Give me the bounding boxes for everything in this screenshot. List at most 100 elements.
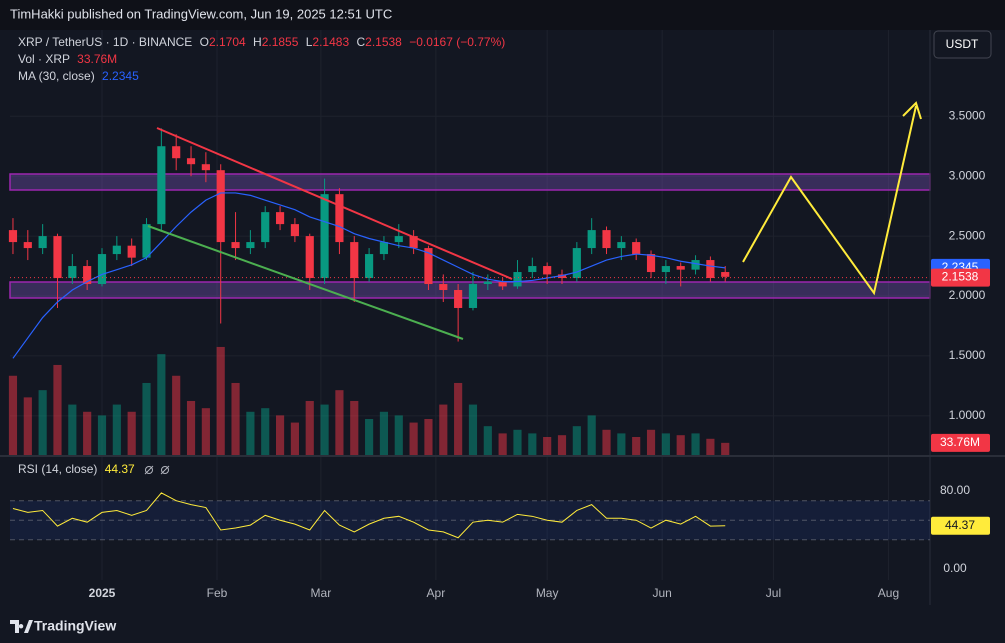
volume-value: 33.76M [77, 52, 117, 66]
button-frame[interactable] [933, 30, 992, 59]
currency-button[interactable]: USDT [933, 30, 992, 59]
volume-bar [632, 436, 641, 455]
axes: 1.0000 1.5000 2.0000 2.5000 3.0000 3.5000 2025… [89, 108, 990, 600]
volume-bar [528, 433, 537, 455]
y-tick-label: 1.5000 [949, 348, 986, 362]
candle-body [157, 146, 166, 225]
volume-bar [439, 404, 448, 455]
candle-body [483, 281, 492, 285]
volume-bar [498, 433, 507, 455]
x-tick-label: Feb [207, 586, 228, 600]
rsi-label: 44.37 [945, 518, 975, 532]
volume-bar [350, 400, 359, 455]
candle-body [706, 260, 715, 279]
volume-bar [483, 426, 492, 455]
resistance-zone [9, 173, 931, 191]
candle-body [602, 230, 611, 249]
volume-title: Vol · XRP [18, 52, 70, 66]
candle-body [513, 272, 522, 287]
ma-value: 2.2345 [102, 69, 139, 83]
volume-bar [721, 442, 730, 455]
volume-bar [231, 382, 240, 455]
close-label: C [356, 35, 365, 49]
price-layer [8, 128, 930, 359]
volume-bar [68, 404, 77, 455]
footer: TradingView [0, 608, 1005, 643]
volume-bar [365, 418, 374, 455]
high-value: 2.1855 [262, 35, 299, 49]
volume-bar [543, 436, 552, 455]
volume-bar [513, 429, 522, 455]
volume-bar [127, 411, 136, 455]
candle-body [572, 248, 581, 279]
candle-body [528, 266, 537, 273]
button-label[interactable]: USDT [946, 37, 979, 51]
candle-body [632, 242, 641, 255]
volume-bar [97, 415, 107, 455]
volume-bar [53, 364, 62, 455]
brand: TradingView [34, 618, 116, 634]
icon [145, 466, 153, 474]
volume-bar [557, 435, 567, 455]
volume-bar [216, 346, 225, 455]
volume-bar [172, 375, 181, 455]
rsi-title: RSI (14, close) [18, 462, 97, 476]
rsi-tick-label: 80.00 [940, 483, 970, 497]
volume-bar [320, 404, 329, 455]
volume-bar [676, 435, 685, 455]
trendline-lower [147, 225, 464, 340]
drawings [147, 101, 922, 340]
candle-body [543, 266, 552, 275]
ma-line [12, 192, 726, 359]
candle-body [290, 224, 299, 237]
volume-bar [275, 415, 285, 455]
volume-label-box [931, 433, 990, 452]
volume-bar [186, 400, 196, 455]
candle-body [53, 236, 62, 279]
candle-body [409, 236, 418, 249]
x-tick-label: Jul [766, 586, 781, 600]
volume-bar [587, 415, 596, 455]
volume-bar [201, 408, 210, 455]
volume-bar [112, 404, 121, 455]
candle-body [142, 224, 151, 258]
candle-body [335, 194, 344, 243]
candle-body [350, 242, 359, 279]
x-tick-label: Aug [878, 586, 899, 600]
candle-body [186, 158, 196, 165]
candle-body [454, 290, 463, 308]
close-value: 2.1538 [365, 35, 402, 49]
y-tick-label: 2.5000 [949, 228, 986, 242]
candle-body [617, 242, 626, 249]
candle-body [424, 248, 433, 285]
candle-body [38, 236, 47, 249]
publisher: TimHakki published on TradingView.com, J… [10, 6, 392, 21]
trendline-upper [156, 127, 513, 280]
candle-body [172, 146, 181, 159]
rsi-layer [10, 492, 930, 541]
open-label: O [200, 35, 209, 49]
open-value: 2.1704 [209, 35, 246, 49]
x-tick-label: Jun [652, 586, 671, 600]
volume-bar [379, 411, 389, 455]
ohlc-legend: XRP / TetherUS · 1D · BINANCE O2.1704 H2… [18, 35, 505, 49]
candle-body [468, 284, 478, 308]
volume-bar [454, 382, 463, 455]
candle-body [721, 272, 730, 277]
close-price-label: 2.1538 [942, 270, 979, 284]
volume-bar [8, 375, 18, 455]
rsi-icons [144, 465, 170, 475]
rsi-line [12, 492, 726, 539]
volume-bar [691, 433, 700, 455]
low-value: 2.1483 [312, 35, 349, 49]
candle-body [320, 194, 329, 279]
x-tick-label: 2025 [89, 586, 116, 600]
candle-body [379, 242, 389, 255]
volume-bar [290, 422, 299, 455]
volume-label: 33.76M [940, 435, 980, 449]
volume-bar [617, 433, 626, 455]
candle-body [201, 164, 210, 171]
volume-bar [38, 390, 47, 455]
